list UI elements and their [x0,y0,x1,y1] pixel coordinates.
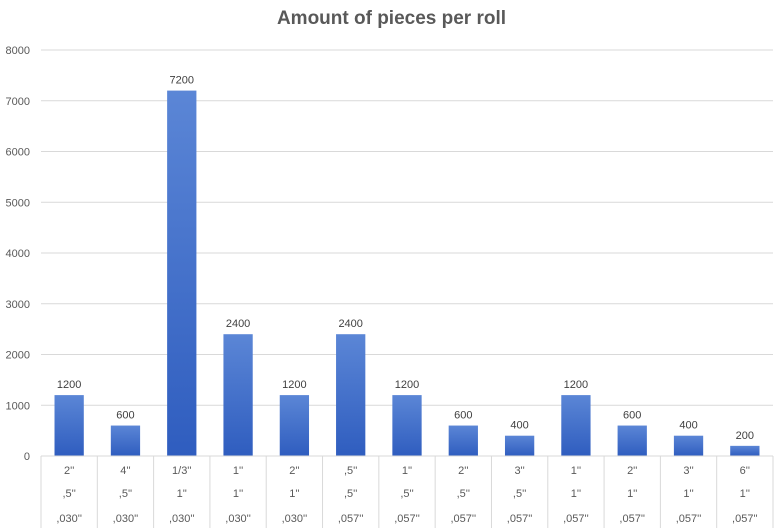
y-tick-label: 4000 [6,248,30,260]
x-tick-label: ,5'' [457,488,470,500]
data-label: 600 [623,410,641,422]
x-tick-label: 1'' [571,488,581,500]
x-tick-label: ,5'' [62,488,75,500]
data-label: 1200 [395,379,419,391]
data-label: 400 [510,420,528,432]
x-tick-label: 2'' [627,465,637,477]
data-label: 600 [454,410,472,422]
y-tick-label: 2000 [6,350,30,362]
x-tick-label: 2'' [289,465,299,477]
bars [54,90,760,456]
y-tick-label: 0 [24,451,30,463]
data-label: 2400 [226,318,250,330]
bar [504,435,535,456]
bar [279,395,310,456]
chart-title: Amount of pieces per roll [276,8,507,29]
data-label: 7200 [170,75,194,87]
x-tick-label: ,057'' [563,513,589,525]
bar [730,445,760,456]
data-labels: 1200 600 7200 2400 1200 2400 1200 600 400 1200 600… [57,75,754,442]
x-tick-label: 1'' [571,465,581,477]
bar [673,435,704,456]
x-tick-label: ,057'' [732,513,758,525]
data-label: 1200 [57,379,81,391]
gridlines [41,49,773,406]
y-axis: 0 1000 2000 3000 4000 5000 6000 7000 8000 [6,45,30,463]
x-tick-label: 1'' [233,488,243,500]
y-tick-label: 8000 [6,45,30,57]
data-label: 600 [116,410,134,422]
bar [110,425,141,456]
x-tick-label: 1'' [683,488,693,500]
x-tick-label: ,030'' [56,513,82,525]
bar [617,425,647,456]
y-tick-label: 5000 [6,197,30,209]
bar [167,90,197,456]
data-label: 1200 [564,379,588,391]
x-tick-label: 2'' [458,465,468,477]
x-tick-label: ,5'' [344,465,357,477]
x-tick-label: ,030'' [282,513,308,525]
x-tick-label: ,057'' [619,513,645,525]
y-tick-label: 1000 [6,400,30,412]
data-label: 400 [679,420,697,432]
bar [336,334,366,456]
x-tick-label: 6'' [740,465,750,477]
x-tick-label: ,057'' [451,513,477,525]
x-tick-label: 3'' [683,465,693,477]
x-tick-label: ,030'' [225,513,251,525]
x-tick-label: ,057'' [338,513,364,525]
x-tick-label: 3'' [514,465,524,477]
x-tick-label: 1'' [233,465,243,477]
bar [392,395,422,456]
x-tick-label: ,5'' [119,488,132,500]
data-label: 1200 [282,379,306,391]
y-tick-label: 6000 [6,147,30,159]
x-tick-label: 1/3'' [172,465,192,477]
x-tick-label: 1'' [740,488,750,500]
x-tick-label: ,057'' [394,513,420,525]
bar [223,334,253,456]
x-tick-label: ,057'' [507,513,533,525]
x-tick-label: 2'' [64,465,74,477]
x-tick-label: 4'' [120,465,130,477]
bar [54,395,84,456]
bar [561,395,591,456]
x-tick-label: 1'' [402,465,412,477]
x-axis: 2'' ,5'' ,030'' 4'' ,5'' ,030'' 1/3'' 1'' ,030''… [40,455,774,528]
data-label: 2400 [338,318,362,330]
x-tick-label: ,5'' [400,488,413,500]
x-tick-label: ,5'' [344,488,357,500]
x-tick-label: 1'' [627,488,637,500]
x-tick-label: 1'' [289,488,299,500]
x-tick-label: 1'' [177,488,187,500]
x-tick-label: ,057'' [676,513,702,525]
data-label: 200 [736,430,754,442]
x-tick-label: ,030'' [113,513,139,525]
x-tick-label: ,030'' [169,513,195,525]
y-tick-label: 7000 [6,96,30,108]
y-tick-label: 3000 [6,299,30,311]
bar [448,425,478,456]
x-tick-label: ,5'' [513,488,526,500]
